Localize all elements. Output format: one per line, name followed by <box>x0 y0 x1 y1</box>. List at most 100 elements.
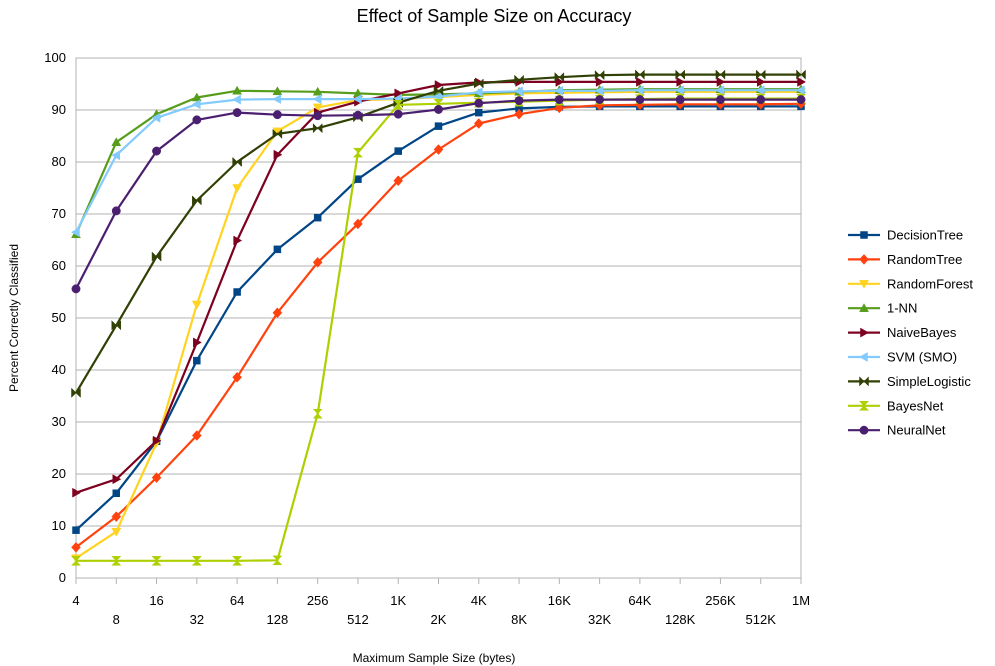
data-point <box>756 95 766 105</box>
data-point <box>71 541 81 553</box>
data-point <box>313 111 323 121</box>
data-point <box>676 76 686 87</box>
data-point <box>312 94 322 105</box>
x-tick-label: 8 <box>113 612 120 627</box>
data-point <box>273 149 283 160</box>
x-tick-label: 1K <box>390 593 406 608</box>
data-point <box>353 218 363 230</box>
x-tick-label: 256 <box>307 593 329 608</box>
plot-area: 0 10 20 30 40 50 60 70 80 90 100 4 8 16 32 64 128 256 512 1… <box>44 50 810 627</box>
y-tick-label: 50 <box>52 310 66 325</box>
legend-label: RandomTree <box>887 252 962 267</box>
series-neuralnet <box>71 95 806 294</box>
data-point <box>514 74 524 85</box>
data-point <box>756 76 766 87</box>
data-point <box>393 175 404 187</box>
series-randomtree <box>71 98 806 553</box>
data-point <box>273 245 282 254</box>
data-point <box>313 213 322 222</box>
data-point <box>191 430 202 441</box>
y-tick-label: 60 <box>52 258 66 273</box>
data-point <box>312 123 323 134</box>
data-point <box>595 95 605 105</box>
data-point <box>272 555 283 566</box>
data-point <box>272 307 283 319</box>
series-line <box>75 102 802 549</box>
data-point <box>594 70 605 81</box>
data-point <box>636 76 645 87</box>
data-point <box>635 95 645 105</box>
data-point <box>554 95 564 105</box>
data-point <box>594 85 604 96</box>
data-point <box>675 95 685 105</box>
legend-item: SVM (SMO) <box>848 350 957 365</box>
data-point <box>352 147 364 158</box>
data-point <box>393 109 403 119</box>
legend-item: SimpleLogistic <box>848 374 971 389</box>
x-tick-label: 4K <box>471 593 487 608</box>
data-point <box>111 527 122 537</box>
data-point <box>634 85 644 96</box>
data-point <box>514 96 524 106</box>
data-point <box>232 108 242 118</box>
data-point <box>151 251 162 262</box>
x-tick-label: 8K <box>511 612 527 627</box>
x-tick-label: 16K <box>548 593 571 608</box>
data-point <box>675 69 685 80</box>
data-point <box>354 175 362 183</box>
y-tick-label: 80 <box>52 154 66 169</box>
y-axis-label: Percent Correctly Classified <box>7 244 21 392</box>
data-point <box>796 69 806 80</box>
legend-marker <box>859 254 869 265</box>
y-tick-label: 10 <box>52 518 66 533</box>
data-point <box>352 94 362 105</box>
data-point <box>393 100 404 110</box>
data-point <box>715 85 725 96</box>
legend-item: NaiveBayes <box>848 325 957 340</box>
y-tick-label: 20 <box>52 466 66 481</box>
data-point <box>191 300 202 310</box>
legend-marker <box>859 425 869 435</box>
x-tick-label: 512 <box>347 612 369 627</box>
data-point <box>715 95 725 105</box>
data-point <box>473 87 483 98</box>
data-point <box>554 72 565 83</box>
data-point <box>434 122 443 130</box>
data-point <box>433 144 444 155</box>
data-point <box>312 103 323 113</box>
legend-label: DecisionTree <box>887 228 963 243</box>
data-point <box>473 118 484 129</box>
data-point <box>272 94 282 105</box>
x-tick-label: 64K <box>628 593 651 608</box>
legend-item: NeuralNet <box>848 423 946 438</box>
data-point <box>796 95 806 105</box>
data-point <box>193 337 202 348</box>
x-tick-label: 2K <box>431 612 447 627</box>
data-point <box>474 98 484 108</box>
data-point <box>191 556 202 566</box>
y-tick-label: 100 <box>44 50 66 65</box>
data-point <box>233 288 241 296</box>
data-point <box>635 69 645 80</box>
data-point <box>71 387 81 398</box>
legend-marker <box>858 401 870 411</box>
data-point <box>191 99 201 110</box>
series-bayesnet <box>70 93 807 566</box>
legend-item: DecisionTree <box>848 228 963 243</box>
data-point <box>152 146 162 156</box>
x-axis-label: Maximum Sample Size (bytes) <box>353 651 516 665</box>
data-point <box>312 86 323 96</box>
x-tick-label: 32 <box>190 612 204 627</box>
data-point <box>755 85 765 96</box>
data-point <box>232 556 243 566</box>
data-point <box>795 85 805 96</box>
legend-marker <box>859 303 869 312</box>
data-point <box>112 474 122 485</box>
data-point <box>111 150 121 161</box>
data-point <box>353 110 363 120</box>
x-tick-label: 4 <box>72 593 79 608</box>
data-point <box>111 137 122 146</box>
y-tick-label: 40 <box>52 362 66 377</box>
data-point <box>71 284 81 294</box>
